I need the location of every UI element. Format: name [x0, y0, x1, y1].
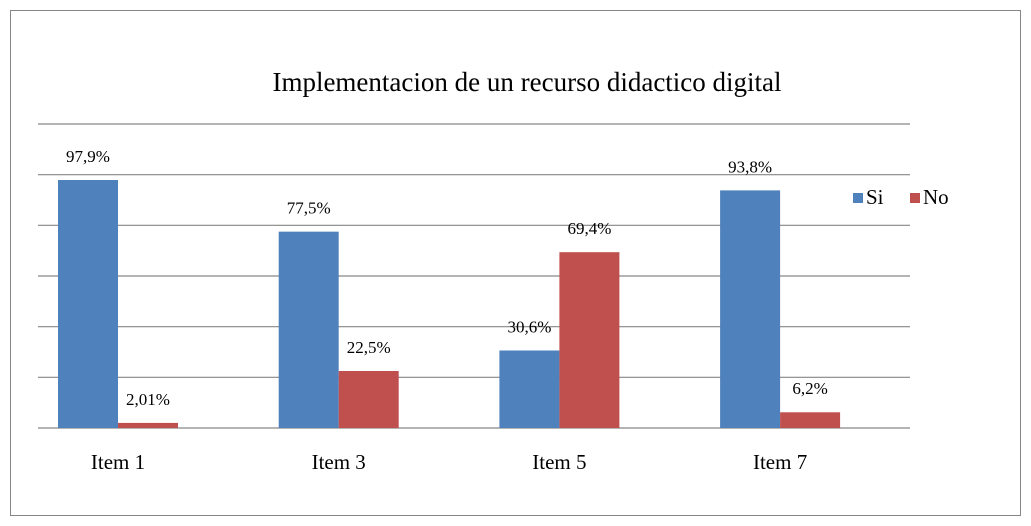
legend-swatch — [910, 193, 920, 203]
legend-label: No — [923, 185, 949, 209]
legend-swatch — [853, 193, 863, 203]
chart-border — [10, 10, 1021, 516]
bar — [278, 231, 339, 428]
bar — [338, 371, 399, 428]
data-label: 30,6% — [507, 317, 551, 336]
data-label: 97,9% — [66, 147, 110, 166]
data-label: 2,01% — [126, 390, 170, 409]
data-label: 69,4% — [567, 219, 611, 238]
x-tick-label: Item 1 — [91, 450, 145, 474]
data-label: 93,8% — [728, 157, 772, 176]
x-tick-label: Item 7 — [753, 450, 807, 474]
data-label: 6,2% — [792, 379, 827, 398]
bar — [720, 190, 781, 428]
bar — [780, 412, 841, 428]
bar — [118, 422, 178, 428]
legend-label: Si — [866, 185, 884, 209]
data-label: 77,5% — [287, 199, 331, 218]
x-tick-label: Item 5 — [532, 450, 586, 474]
chart-title: Implementacion de un recurso didactico d… — [272, 67, 781, 97]
bar — [499, 350, 560, 428]
bar — [559, 252, 620, 428]
x-tick-label: Item 3 — [312, 450, 366, 474]
data-label: 22,5% — [347, 338, 391, 357]
bar — [58, 179, 118, 428]
